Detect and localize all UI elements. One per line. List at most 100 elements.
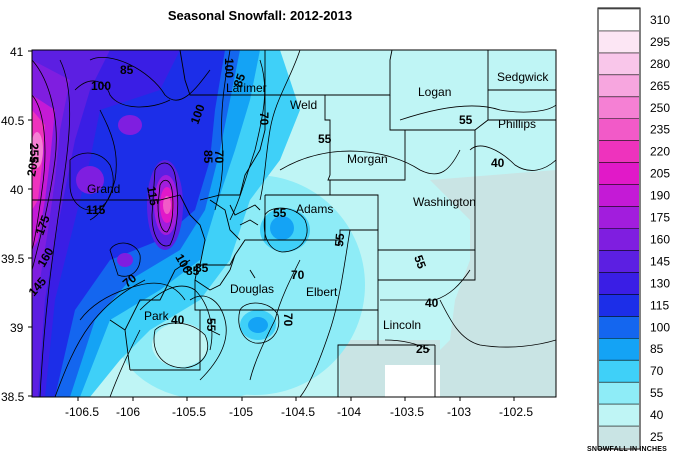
- legend-value-label: 220: [650, 145, 670, 159]
- contour-label: 70: [212, 150, 226, 164]
- county-label-grand: Grand: [87, 182, 120, 196]
- county-label-douglas: Douglas: [230, 282, 274, 296]
- legend-swatch: [599, 118, 639, 141]
- contour-label: 100: [222, 58, 236, 78]
- legend-value-label: 70: [650, 364, 664, 378]
- legend-swatch: [599, 272, 639, 295]
- contour-label: 85: [231, 71, 249, 89]
- contour-labels: 85 100 100 85 70 55 55 40 100 85 70 255 …: [24, 58, 505, 356]
- legend-swatch: [599, 96, 639, 119]
- legend-value-label: 280: [650, 57, 670, 71]
- contour-label: 25: [416, 342, 430, 356]
- map-title: Seasonal Snowfall: 2012-2013: [167, 8, 353, 23]
- contour-label: 55: [318, 132, 332, 146]
- x-tick-label: -105.5: [172, 405, 206, 419]
- county-label-elbert: Elbert: [306, 285, 338, 299]
- contour-label: 115: [144, 185, 161, 207]
- y-tick-label: 39.5: [1, 252, 25, 266]
- legend-frame: [597, 7, 641, 450]
- legend-swatch: [599, 316, 639, 339]
- legend-swatch: [599, 9, 639, 31]
- legend-swatch: [599, 162, 639, 185]
- legend-swatch: [599, 140, 639, 163]
- legend-swatch: [599, 426, 639, 448]
- legend-swatch: [599, 382, 639, 405]
- legend-value-label: 175: [650, 211, 670, 225]
- legend-value-label: 205: [650, 167, 670, 181]
- contour-label: 85: [201, 150, 215, 164]
- x-tick-label: -104: [337, 405, 361, 419]
- contour-label: 55: [273, 206, 287, 220]
- legend-value-label: 25: [650, 430, 664, 444]
- legend-swatch: [599, 30, 639, 53]
- contour-label: 85: [120, 63, 134, 77]
- y-tick-label: 40: [10, 183, 24, 197]
- legend-swatch: [599, 74, 639, 97]
- x-tick-label: -105: [229, 405, 253, 419]
- legend-swatch: [599, 228, 639, 251]
- contour-label: 55: [204, 318, 218, 332]
- y-tick-label: 39: [10, 321, 24, 335]
- contour-label: 85: [195, 261, 209, 275]
- x-tick-label: -103: [447, 405, 471, 419]
- county-label-washington: Washington: [413, 195, 476, 209]
- contour-label: 255: [27, 143, 41, 163]
- county-labels: Sedgwick Logan Phillips Larimer Weld Mor…: [87, 70, 549, 332]
- legend-value-label: 130: [650, 276, 670, 290]
- contour-lines: [32, 50, 556, 397]
- legend-value-label: 190: [650, 189, 670, 203]
- contour-label: 175: [33, 213, 53, 237]
- contour-label: 85: [186, 264, 200, 278]
- legend-swatch: [599, 294, 639, 317]
- legend: 310 295 280 265 250 235 220 205 190 175 160 145 130 1…: [597, 7, 670, 450]
- legend-swatch: [599, 184, 639, 207]
- county-label-sedgwick: Sedgwick: [497, 70, 549, 84]
- x-tick-label: -103.5: [390, 405, 424, 419]
- county-label-logan: Logan: [418, 85, 451, 99]
- legend-swatch: [599, 338, 639, 361]
- contour-label: 70: [281, 313, 295, 327]
- contour-label: 55: [459, 113, 473, 127]
- county-label-adams: Adams: [296, 202, 333, 216]
- legend-value-label: 295: [650, 35, 670, 49]
- county-label-lincoln: Lincoln: [383, 318, 421, 332]
- county-label-morgan: Morgan: [347, 152, 388, 166]
- x-tick-label: -104.5: [281, 405, 315, 419]
- contour-label: 115: [86, 203, 106, 217]
- legend-swatch: [599, 206, 639, 229]
- contour-label: 55: [411, 253, 429, 271]
- legend-value-label: 160: [650, 232, 670, 246]
- legend-value-label: 265: [650, 79, 670, 93]
- legend-value-label: 115: [650, 298, 669, 312]
- x-tick-label: -106.5: [65, 405, 99, 419]
- legend-value-label: 235: [650, 123, 670, 137]
- contour-label: 70: [257, 112, 271, 126]
- legend-value-label: 145: [650, 254, 670, 268]
- y-tick-label: 38.5: [1, 390, 25, 404]
- legend-value-label: 85: [650, 342, 664, 356]
- contour-label: 70: [291, 268, 305, 282]
- legend-value-labels: 310 295 280 265 250 235 220 205 190 175 160 145 130 1…: [650, 13, 670, 444]
- contour-label: 55: [332, 232, 347, 247]
- contour-label: 205: [24, 155, 41, 177]
- county-label-park: Park: [144, 309, 170, 323]
- contour-label: 40: [425, 296, 439, 310]
- x-tick-label: -102.5: [499, 405, 533, 419]
- county-label-phillips: Phillips: [498, 117, 536, 131]
- y-tick-label: 41: [10, 45, 24, 59]
- county-boundaries: [32, 49, 556, 397]
- legend-unit-label: SNOWFALL IN INCHES: [586, 446, 668, 453]
- legend-swatch: [599, 52, 639, 75]
- county-label-weld: Weld: [290, 98, 317, 112]
- contour-label: 100: [188, 102, 208, 126]
- legend-swatch: [599, 250, 639, 273]
- y-tick-label: 40.5: [1, 114, 25, 128]
- legend-value-label: 310: [650, 13, 670, 27]
- legend-value-label: 100: [650, 320, 670, 334]
- legend-value-label: 40: [650, 408, 664, 422]
- x-axis: -106.5 -106 -105.5 -105 -104.5 -104 -103…: [65, 397, 533, 419]
- y-axis: 41 40.5 40 39.5 39 38.5: [1, 45, 32, 404]
- contour-label: 40: [171, 313, 185, 327]
- plot-frame: [31, 49, 557, 398]
